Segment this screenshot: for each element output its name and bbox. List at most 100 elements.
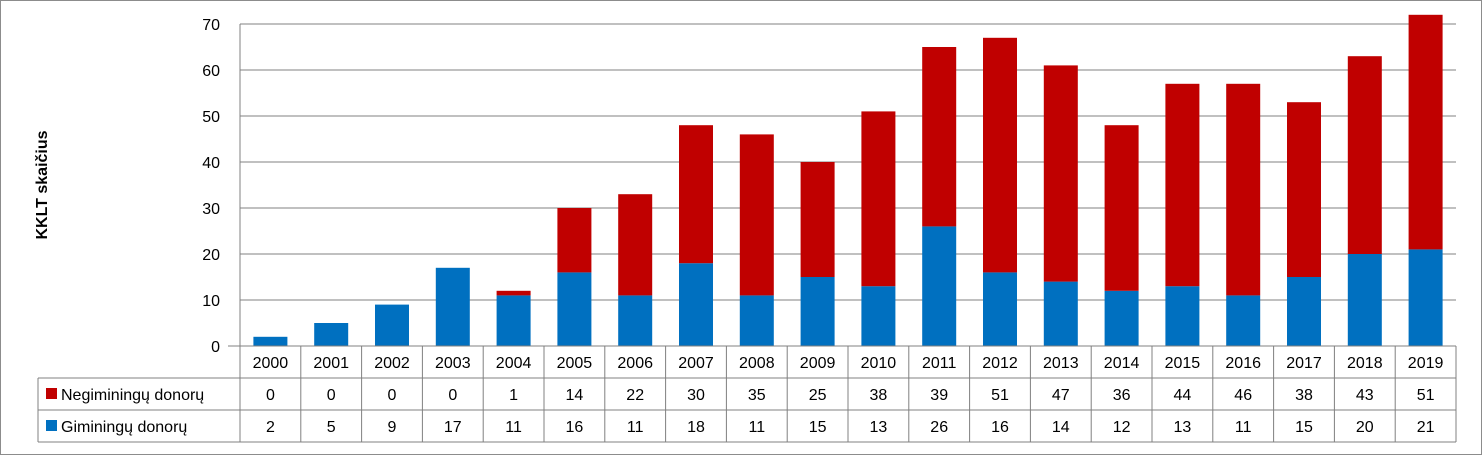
x-category-label: 2000 xyxy=(253,355,289,372)
bar-negiminingu-2007 xyxy=(679,125,713,264)
data-table-cell: 15 xyxy=(1295,419,1313,436)
data-table-cell: 46 xyxy=(1234,387,1252,404)
legend-swatch xyxy=(46,388,57,399)
data-table-cell: 0 xyxy=(388,387,397,404)
bar-giminingu-2006 xyxy=(618,295,653,346)
data-table-cell: 9 xyxy=(388,419,397,436)
y-axis-label: KKLT skaičius xyxy=(34,130,51,239)
y-tick-label: 50 xyxy=(202,109,220,126)
x-category-label: 2003 xyxy=(435,355,471,372)
y-tick-label: 20 xyxy=(202,247,220,264)
data-table-cell: 16 xyxy=(566,419,584,436)
bar-negiminingu-2017 xyxy=(1287,102,1321,277)
bar-negiminingu-2015 xyxy=(1165,83,1200,287)
bar-giminingu-2008 xyxy=(739,295,774,346)
data-table-cell: 36 xyxy=(1113,387,1131,404)
data-table-cell: 11 xyxy=(627,419,644,436)
bar-negiminingu-2014 xyxy=(1104,125,1139,291)
bar-giminingu-2002 xyxy=(375,304,409,346)
x-category-label: 2001 xyxy=(313,355,349,372)
y-tick-label: 40 xyxy=(202,155,220,172)
x-category-label: 2017 xyxy=(1286,355,1322,372)
bar-negiminingu-2016 xyxy=(1226,83,1261,296)
data-table-cell: 26 xyxy=(930,419,948,436)
x-category-label: 2019 xyxy=(1408,355,1444,372)
data-table-cell: 44 xyxy=(1174,387,1192,404)
x-category-label: 2014 xyxy=(1104,355,1140,372)
y-axis-ticks: 0 10 20 30 40 50 60 70 xyxy=(202,17,220,356)
bar-giminingu-2000 xyxy=(253,336,288,346)
data-table-cell: 15 xyxy=(809,419,827,436)
x-category-label: 2012 xyxy=(982,355,1018,372)
data-table-cell: 51 xyxy=(1417,387,1435,404)
bar-giminingu-2014 xyxy=(1104,290,1139,346)
bar-giminingu-2013 xyxy=(1043,281,1078,346)
legend-label: Giminingų donorų xyxy=(61,419,187,436)
x-category-label: 2011 xyxy=(922,355,957,372)
data-table-cell: 51 xyxy=(991,387,1009,404)
bar-negiminingu-2012 xyxy=(983,37,1017,273)
data-table-cell: 20 xyxy=(1356,419,1374,436)
y-tick-label: 70 xyxy=(202,17,220,34)
x-category-label: 2002 xyxy=(374,355,410,372)
data-table-cell: 17 xyxy=(444,419,462,436)
x-category-label: 2013 xyxy=(1043,355,1079,372)
bar-giminingu-2016 xyxy=(1226,295,1261,346)
y-tick-label: 0 xyxy=(211,339,220,356)
data-table: 2000 2001 2002 2003 2004 2005 2006 2007 2008 2009… xyxy=(37,345,1457,443)
x-category-label: 2009 xyxy=(800,355,836,372)
bar-negiminingu-2005 xyxy=(557,208,592,273)
x-category-label: 2015 xyxy=(1165,355,1201,372)
data-table-cell: 1 xyxy=(509,387,518,404)
bar-giminingu-2003 xyxy=(435,267,470,346)
data-table-cell: 39 xyxy=(930,387,948,404)
bar-giminingu-2017 xyxy=(1287,277,1321,346)
bar-negiminingu-2010 xyxy=(861,111,896,287)
data-table-cell: 38 xyxy=(1295,387,1313,404)
legend-swatch xyxy=(46,420,57,431)
bars xyxy=(253,14,1443,346)
data-table-cell: 25 xyxy=(809,387,827,404)
bar-giminingu-2009 xyxy=(800,277,835,346)
bar-negiminingu-2013 xyxy=(1043,65,1078,282)
data-table-cell: 0 xyxy=(327,387,336,404)
bar-giminingu-2015 xyxy=(1165,286,1200,346)
data-table-cell: 47 xyxy=(1052,387,1070,404)
data-table-cell: 12 xyxy=(1113,419,1131,436)
bar-giminingu-2012 xyxy=(983,272,1017,346)
bar-giminingu-2010 xyxy=(861,286,896,346)
data-table-cell: 2 xyxy=(266,419,275,436)
bar-giminingu-2018 xyxy=(1347,254,1382,346)
data-table-cell: 11 xyxy=(505,419,522,436)
data-table-cell: 14 xyxy=(1052,419,1070,436)
x-category-label: 2018 xyxy=(1347,355,1383,372)
data-table-cell: 0 xyxy=(266,387,275,404)
bar-negiminingu-2019 xyxy=(1408,14,1443,250)
bar-giminingu-2011 xyxy=(922,226,957,346)
bar-negiminingu-2009 xyxy=(800,162,835,277)
bar-giminingu-2019 xyxy=(1408,249,1443,346)
x-category-label: 2016 xyxy=(1225,355,1261,372)
data-table-cell: 14 xyxy=(566,387,584,404)
bar-giminingu-2004 xyxy=(496,295,531,346)
data-table-cell: 22 xyxy=(626,387,644,404)
x-category-label: 2005 xyxy=(557,355,593,372)
data-table-cell: 18 xyxy=(687,419,705,436)
bar-giminingu-2007 xyxy=(679,263,713,346)
bar-negiminingu-2008 xyxy=(739,134,774,296)
bar-giminingu-2001 xyxy=(314,323,349,346)
x-category-label: 2010 xyxy=(861,355,897,372)
bar-negiminingu-2006 xyxy=(618,194,653,296)
data-table-cell: 5 xyxy=(327,419,336,436)
y-tick-label: 30 xyxy=(202,201,220,218)
x-category-label: 2006 xyxy=(617,355,653,372)
y-tick-label: 60 xyxy=(202,63,220,80)
bar-negiminingu-2018 xyxy=(1347,56,1382,255)
data-table-cell: 35 xyxy=(748,387,766,404)
bar-negiminingu-2011 xyxy=(922,47,957,227)
data-table-cell: 16 xyxy=(991,419,1009,436)
x-category-label: 2007 xyxy=(678,355,714,372)
bar-giminingu-2005 xyxy=(557,272,592,346)
